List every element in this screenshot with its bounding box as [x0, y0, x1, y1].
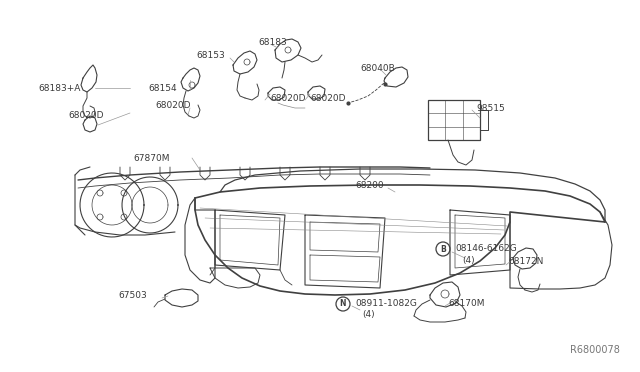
Text: 68020D: 68020D — [68, 110, 104, 119]
Text: 68172N: 68172N — [508, 257, 543, 266]
Text: (4): (4) — [462, 256, 475, 264]
Text: N: N — [340, 299, 346, 308]
Text: 68154: 68154 — [148, 83, 177, 93]
Text: 68020D: 68020D — [270, 93, 305, 103]
Text: 68153: 68153 — [196, 51, 225, 60]
Text: B: B — [440, 244, 446, 253]
Text: 68183+A: 68183+A — [38, 83, 81, 93]
Text: 68040B: 68040B — [360, 64, 395, 73]
Text: 68200: 68200 — [355, 180, 383, 189]
Text: 68170M: 68170M — [448, 298, 484, 308]
Text: 68183: 68183 — [258, 38, 287, 46]
Text: 08146-6162G: 08146-6162G — [455, 244, 516, 253]
Text: 67870M: 67870M — [133, 154, 170, 163]
Text: 68020D: 68020D — [310, 93, 346, 103]
Text: 67503: 67503 — [118, 292, 147, 301]
Text: 68020D: 68020D — [155, 100, 191, 109]
Text: R6800078: R6800078 — [570, 345, 620, 355]
Text: 08911-1082G: 08911-1082G — [355, 298, 417, 308]
Text: (4): (4) — [362, 310, 374, 318]
Text: 98515: 98515 — [476, 103, 505, 112]
